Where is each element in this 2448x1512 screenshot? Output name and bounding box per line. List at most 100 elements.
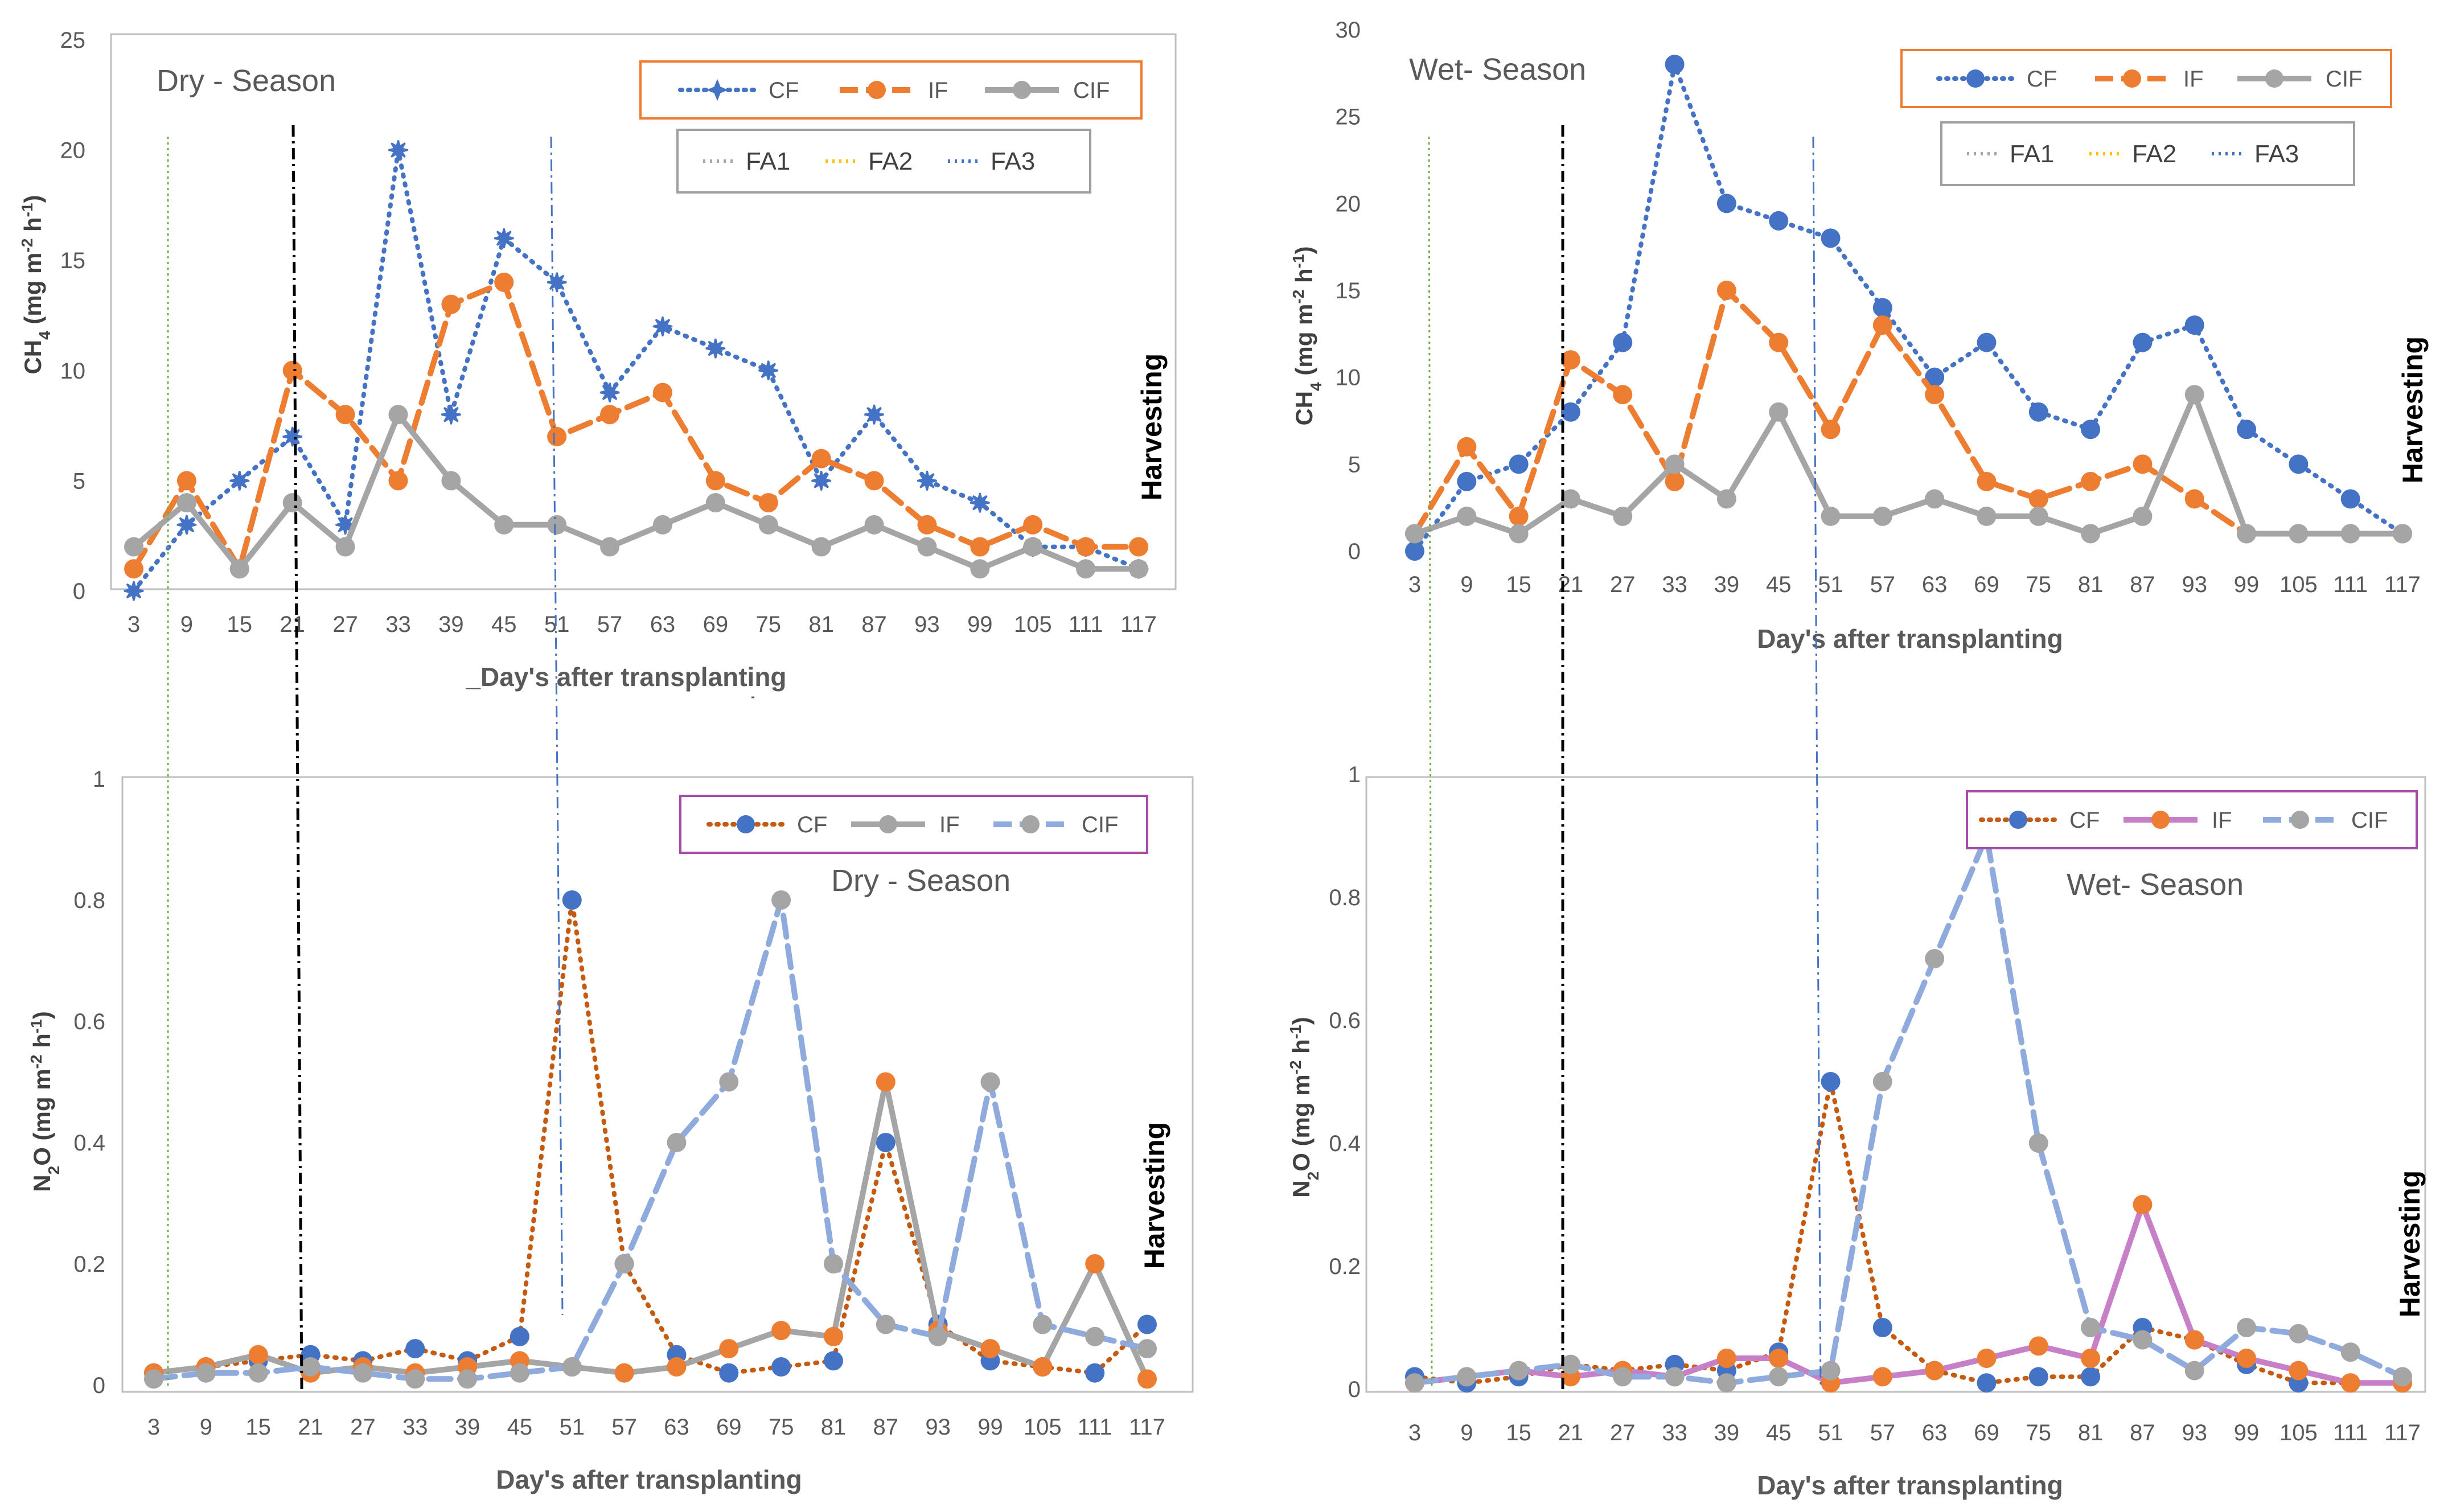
data-point-cf: [229, 471, 250, 491]
x-tick-label: 75: [755, 612, 781, 637]
data-point-cif: [124, 537, 143, 557]
data-point-cif: [1085, 1326, 1105, 1346]
series-cif: [1405, 385, 2412, 544]
data-point-cif: [1509, 1361, 1529, 1380]
data-point-cif: [1137, 1339, 1157, 1359]
svg-text:FA3: FA3: [2254, 140, 2299, 168]
x-tick-label: 75: [769, 1415, 794, 1440]
x-tick-label: 3: [147, 1415, 160, 1440]
data-point-if: [494, 272, 514, 292]
x-tick-label: 63: [1922, 1420, 1948, 1445]
data-point-if: [2081, 1349, 2101, 1368]
x-tick-label: 87: [873, 1415, 899, 1440]
plot-area-border: [121, 776, 1194, 1393]
data-point-cf: [2237, 420, 2257, 439]
x-tick-label: 57: [1870, 1420, 1896, 1445]
y-tick-label: 10: [1336, 365, 1361, 391]
data-point-if: [1769, 332, 1789, 352]
y-tick-label: 15: [1336, 278, 1361, 303]
y-tick-label: 25: [60, 28, 86, 53]
data-point-cf: [705, 338, 726, 359]
data-point-cif: [876, 1314, 896, 1334]
x-tick-label: 57: [597, 612, 623, 637]
data-point-cif: [1457, 1367, 1477, 1387]
data-point-if: [823, 1326, 843, 1346]
svg-text:IF: IF: [2183, 67, 2204, 92]
x-tick-label: 3: [1408, 1420, 1421, 1445]
data-point-if: [124, 559, 143, 579]
data-point-cif: [547, 515, 567, 535]
data-point-cf: [758, 360, 779, 381]
data-point-if: [771, 1321, 791, 1341]
y-tick-label: 0.2: [1329, 1254, 1361, 1279]
data-point-if: [1872, 315, 1892, 335]
chart-dry-season-n2o: 00.20.40.60.81 3 9 15 21 27 33 39 45 51 57 63 69 75 8…: [27, 767, 1194, 1494]
y-tick-label: 20: [1336, 191, 1361, 216]
legend-fertilizer: FA1 FA2 FA3: [1940, 121, 2355, 186]
data-point-cf: [652, 317, 673, 336]
x-tick-label: 99: [967, 612, 993, 637]
data-point-if: [1925, 385, 1945, 405]
y-tick-label: 0.8: [1329, 885, 1361, 910]
data-point-cif: [980, 1072, 1000, 1092]
data-point-cif: [719, 1072, 739, 1092]
svg-text:FA2: FA2: [2132, 140, 2176, 168]
fa3-line-right: [1812, 136, 1822, 1390]
x-tick-label: 81: [808, 612, 834, 637]
svg-text:CF: CF: [2069, 808, 2100, 833]
series-line-if: [1412, 287, 2405, 537]
data-point-cif: [2289, 524, 2309, 544]
data-point-cf: [970, 492, 990, 513]
x-axis-label: Day's after transplanting: [496, 1465, 802, 1494]
data-point-cf: [1821, 1072, 1841, 1091]
x-tick-label: 45: [507, 1415, 533, 1440]
data-point-if: [2184, 489, 2204, 509]
data-point-cif: [864, 515, 884, 535]
x-axis-label: Day's after transplanting: [1757, 624, 2063, 654]
x-tick-label: 15: [227, 612, 253, 637]
data-point-cif: [2081, 524, 2101, 544]
data-point-cf: [1509, 454, 1529, 474]
harvesting-label: Harvesting: [2397, 336, 2429, 483]
x-tick-label: 87: [2130, 1420, 2155, 1445]
x-tick-label: 3: [128, 612, 140, 637]
data-point-if: [1560, 350, 1580, 370]
data-point-cif: [705, 493, 725, 513]
data-point-if: [1509, 506, 1529, 526]
data-point-if: [1033, 1357, 1053, 1377]
data-point-if: [2081, 471, 2101, 491]
legend-fertilizer: FA1 FA2 FA3: [676, 129, 1091, 194]
x-tick-label: 15: [1506, 1420, 1531, 1445]
legend-item-cif: CIF: [985, 78, 1110, 103]
x-axis-label: _Day's after transplanting: [465, 662, 786, 692]
data-point-cif: [2133, 1330, 2153, 1350]
legend-item-fa1: FA1: [703, 147, 790, 175]
x-tick-label: 105: [1024, 1415, 1062, 1440]
x-tick-label: 117: [1120, 612, 1157, 637]
x-tick-label: 33: [1662, 572, 1687, 597]
x-tick-label: 21: [1558, 1420, 1584, 1445]
data-point-if: [705, 471, 725, 491]
data-point-cif: [1405, 1373, 1424, 1393]
data-point-cif: [1613, 506, 1633, 526]
x-tick-label: 111: [2333, 572, 2368, 597]
data-point-cf: [1821, 228, 1841, 248]
data-point-if: [2289, 1361, 2309, 1380]
chart-title: Dry - Season: [831, 864, 1011, 898]
y-tick-label: 10: [60, 359, 86, 384]
fa1-line-right: [1428, 136, 1433, 1390]
legend-main: CF IF CIF: [1966, 790, 2418, 849]
data-point-cf: [2340, 489, 2360, 509]
legend-item-fa1: FA1: [1967, 140, 2054, 168]
data-point-cf: [547, 272, 567, 293]
x-tick-label: 69: [716, 1415, 742, 1440]
data-point-cif: [758, 515, 778, 535]
data-point-cif: [1613, 1367, 1633, 1387]
data-point-cif: [229, 559, 249, 579]
x-tick-label: 9: [1460, 1420, 1473, 1445]
data-point-if: [248, 1345, 268, 1365]
chart-title: Wet- Season: [1409, 52, 1586, 87]
data-point-cif: [823, 1254, 843, 1273]
data-point-cf: [1925, 367, 1945, 387]
data-point-if: [1716, 1349, 1736, 1368]
